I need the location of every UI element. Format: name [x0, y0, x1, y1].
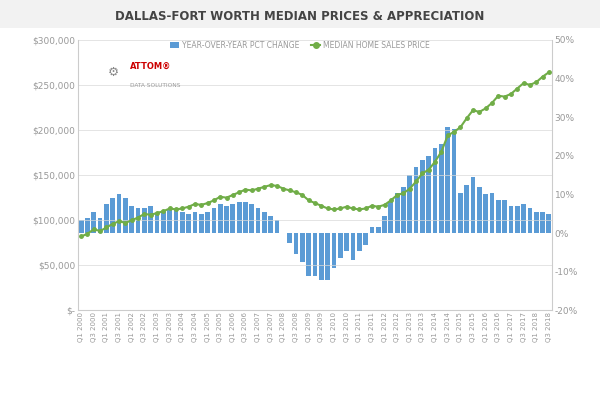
Bar — [490, 193, 494, 233]
Bar — [496, 200, 500, 233]
Bar — [123, 198, 128, 233]
Bar — [110, 198, 115, 233]
Bar — [136, 208, 140, 233]
Bar — [193, 212, 197, 233]
Bar — [130, 206, 134, 233]
Bar — [293, 233, 298, 254]
Text: ⚙: ⚙ — [108, 66, 119, 79]
Bar — [350, 233, 355, 260]
Bar — [332, 233, 337, 268]
Bar — [268, 216, 273, 233]
Bar — [287, 233, 292, 243]
Bar — [427, 156, 431, 233]
Bar — [338, 233, 343, 258]
Legend: YEAR-OVER-YEAR PCT CHANGE, MEDIAN HOME SALES PRICE: YEAR-OVER-YEAR PCT CHANGE, MEDIAN HOME S… — [167, 38, 433, 53]
Bar — [433, 148, 437, 233]
Bar — [313, 233, 317, 276]
Bar — [527, 208, 532, 233]
Bar — [370, 227, 374, 233]
Bar — [547, 214, 551, 233]
Bar — [218, 204, 223, 233]
Bar — [395, 193, 400, 233]
Bar — [382, 216, 387, 233]
Bar — [414, 168, 418, 233]
Bar — [256, 208, 260, 233]
Bar — [155, 214, 160, 233]
Bar — [509, 206, 513, 233]
Bar — [205, 212, 210, 233]
Bar — [212, 208, 216, 233]
Bar — [502, 200, 507, 233]
Bar — [79, 220, 83, 233]
Bar — [148, 206, 153, 233]
Bar — [161, 212, 166, 233]
Bar — [357, 233, 362, 250]
Bar — [464, 185, 469, 233]
Bar — [445, 127, 450, 233]
Bar — [199, 214, 203, 233]
Bar — [325, 233, 330, 279]
Bar — [104, 204, 109, 233]
Bar — [363, 233, 368, 245]
Bar — [173, 210, 178, 233]
Bar — [243, 202, 248, 233]
Bar — [230, 204, 235, 233]
Bar — [307, 233, 311, 276]
Bar — [420, 160, 425, 233]
Bar — [452, 129, 457, 233]
Text: DALLAS-FORT WORTH MEDIAN PRICES & APPRECIATION: DALLAS-FORT WORTH MEDIAN PRICES & APPREC… — [115, 10, 485, 23]
Bar — [458, 193, 463, 233]
Bar — [344, 233, 349, 250]
Bar — [407, 175, 412, 233]
Bar — [186, 214, 191, 233]
Bar — [521, 204, 526, 233]
Bar — [319, 233, 323, 279]
Bar — [515, 206, 520, 233]
Bar — [300, 233, 305, 262]
Bar — [250, 204, 254, 233]
Bar — [376, 227, 380, 233]
Bar — [262, 212, 267, 233]
Bar — [540, 212, 545, 233]
Text: ATTOM®: ATTOM® — [130, 61, 172, 70]
Bar — [534, 212, 539, 233]
Bar — [401, 187, 406, 233]
Bar — [483, 195, 488, 233]
Bar — [224, 206, 229, 233]
Bar — [275, 220, 280, 233]
Text: DATA SOLUTIONS: DATA SOLUTIONS — [130, 83, 181, 88]
Bar — [142, 208, 147, 233]
Bar — [91, 212, 96, 233]
Bar — [237, 202, 242, 233]
Bar — [388, 202, 393, 233]
Bar — [98, 218, 103, 233]
Bar — [117, 195, 121, 233]
Bar — [85, 218, 90, 233]
Bar — [477, 187, 482, 233]
Bar — [470, 177, 475, 233]
Bar — [167, 210, 172, 233]
Bar — [439, 144, 444, 233]
Bar — [180, 212, 185, 233]
